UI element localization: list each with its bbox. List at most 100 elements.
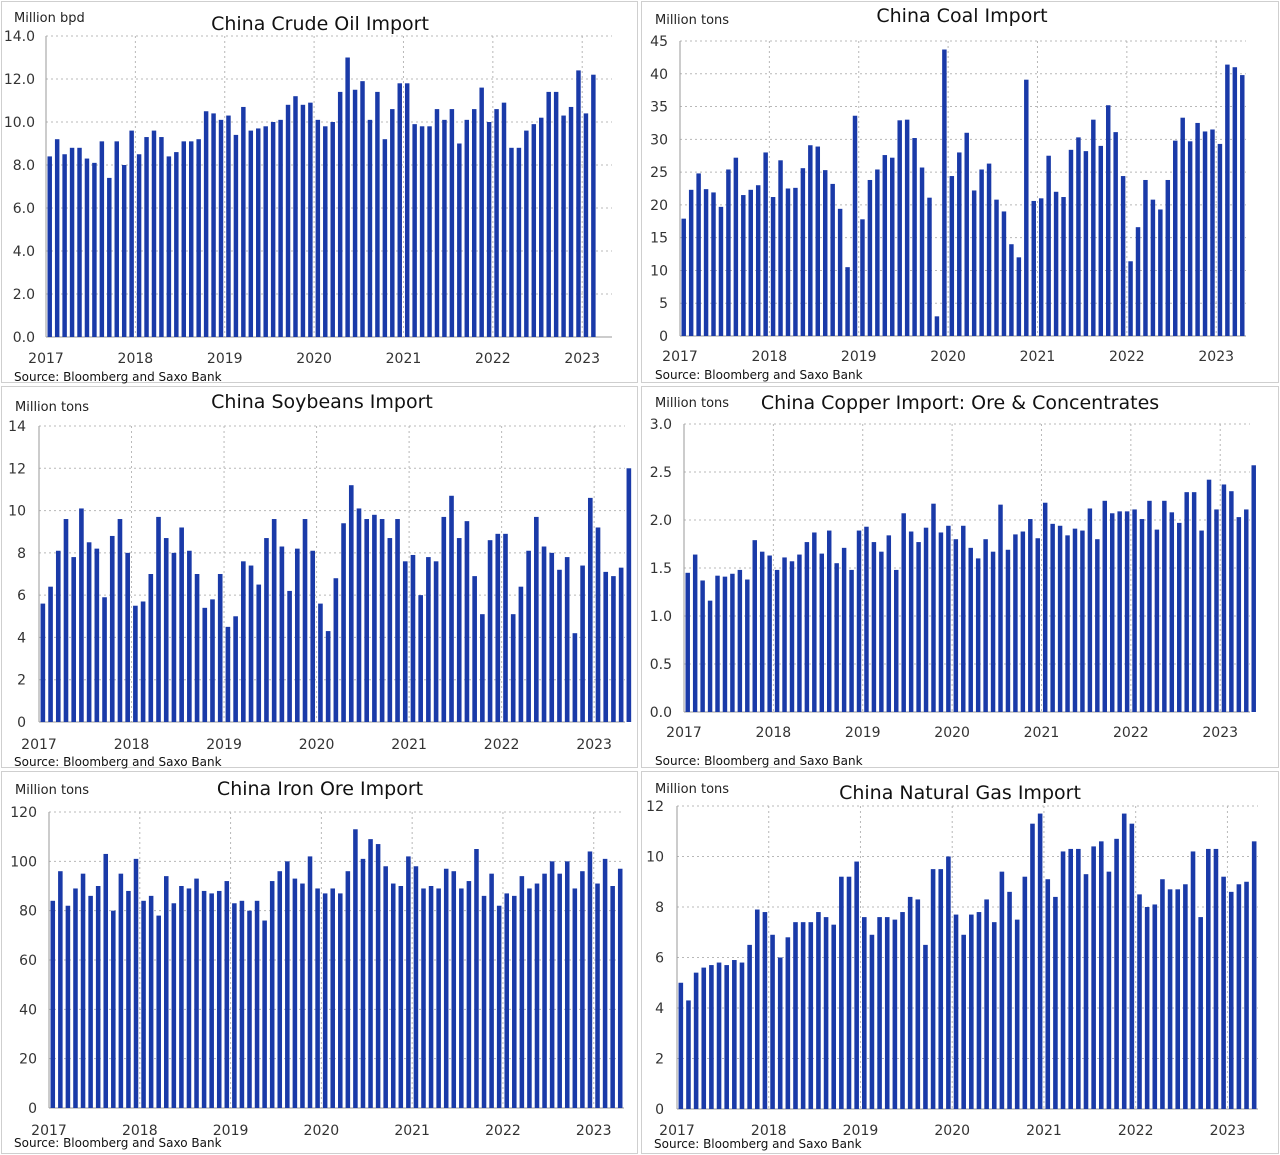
bar (808, 922, 814, 1109)
bar (1105, 105, 1111, 336)
y-tick-label: 2 (17, 673, 26, 689)
bar (709, 965, 714, 1109)
bar (372, 514, 377, 722)
bar (156, 516, 161, 722)
bar (793, 187, 798, 336)
bar (501, 102, 507, 338)
bar (459, 888, 464, 1108)
bar (785, 937, 791, 1109)
x-tick-label: 2022 (1113, 725, 1149, 741)
bar (1221, 484, 1227, 712)
bar (1001, 211, 1007, 336)
bar (816, 912, 821, 1109)
bar (703, 189, 709, 336)
bar (549, 552, 555, 722)
bar (763, 152, 768, 336)
bar (481, 895, 487, 1108)
bar (864, 526, 869, 712)
bar (232, 903, 237, 1108)
bar (338, 893, 343, 1108)
y-axis-label: Million tons (15, 400, 89, 415)
bar (1162, 500, 1167, 712)
bar (1013, 534, 1018, 712)
bar (73, 888, 78, 1108)
x-tick-label: 2018 (122, 1123, 158, 1139)
y-tick-label: 120 (10, 805, 37, 821)
bar (767, 555, 772, 712)
bar (869, 934, 875, 1109)
bar (95, 886, 101, 1108)
bar (254, 900, 260, 1108)
y-tick-label: 40 (19, 1002, 37, 1018)
bar (1128, 261, 1133, 336)
bar (241, 561, 246, 722)
bar (1053, 896, 1058, 1109)
bar (412, 124, 417, 338)
bar (121, 165, 127, 337)
bar (367, 119, 373, 337)
source-note: Source: Bloomberg and Saxo Bank (654, 1137, 862, 1151)
bar (277, 871, 283, 1108)
bar (617, 868, 623, 1108)
bar (293, 96, 298, 337)
bar (140, 601, 146, 722)
y-tick-label: 80 (19, 904, 37, 920)
bar (1165, 179, 1171, 336)
bar (449, 495, 454, 722)
natural-gas-chart: 0 2 4 6 8 10 12 2017 2018 2019 2020 2021 2022 2023 Ch… (646, 782, 1258, 1151)
bar (80, 873, 86, 1108)
bar (953, 914, 959, 1109)
bar (797, 554, 802, 712)
bar (225, 626, 231, 722)
y-tick-label: 4 (655, 1001, 664, 1017)
bar (65, 905, 71, 1108)
bar (337, 91, 343, 338)
bar (418, 595, 423, 722)
bar (318, 603, 323, 722)
bar (949, 176, 955, 336)
bar (398, 886, 404, 1108)
bar (968, 547, 973, 712)
chart-panel-iron-ore: 0 20 40 60 80 100 120 2017 2018 2019 2020 2021 2022 2… (1, 771, 638, 1154)
bar (1068, 149, 1074, 336)
bar (496, 905, 502, 1108)
bar (953, 539, 959, 712)
chart-title: China Natural Gas Import (839, 782, 1081, 804)
bar (1022, 876, 1028, 1109)
bar (900, 912, 905, 1109)
bar (466, 881, 472, 1108)
bar (696, 173, 701, 336)
bar (433, 561, 439, 722)
bar (375, 844, 381, 1108)
bar (854, 861, 859, 1109)
bar (390, 883, 396, 1108)
bar (754, 909, 760, 1109)
bar (285, 861, 290, 1108)
bar (464, 521, 470, 722)
y-tick-label: 2.5 (650, 465, 672, 481)
bar (1206, 479, 1212, 712)
bar (62, 154, 67, 337)
bar (55, 550, 61, 722)
y-tick-label: 0.5 (650, 657, 672, 673)
bar (404, 83, 410, 337)
y-tick-label: 0 (17, 715, 26, 731)
bar (539, 117, 544, 337)
bar (325, 631, 331, 722)
bar (310, 550, 316, 722)
bar (1098, 145, 1104, 336)
bar (770, 934, 775, 1109)
x-tick-label: 2022 (475, 351, 511, 367)
bar (141, 900, 146, 1108)
bar (975, 558, 981, 712)
bar (1014, 919, 1020, 1109)
bar (456, 538, 462, 722)
bar (755, 185, 761, 336)
bar (587, 497, 593, 722)
bar (700, 580, 705, 712)
bar (203, 111, 209, 337)
bar (1217, 143, 1223, 336)
bar (739, 962, 745, 1109)
bar (1169, 512, 1175, 712)
bar (999, 871, 1005, 1109)
